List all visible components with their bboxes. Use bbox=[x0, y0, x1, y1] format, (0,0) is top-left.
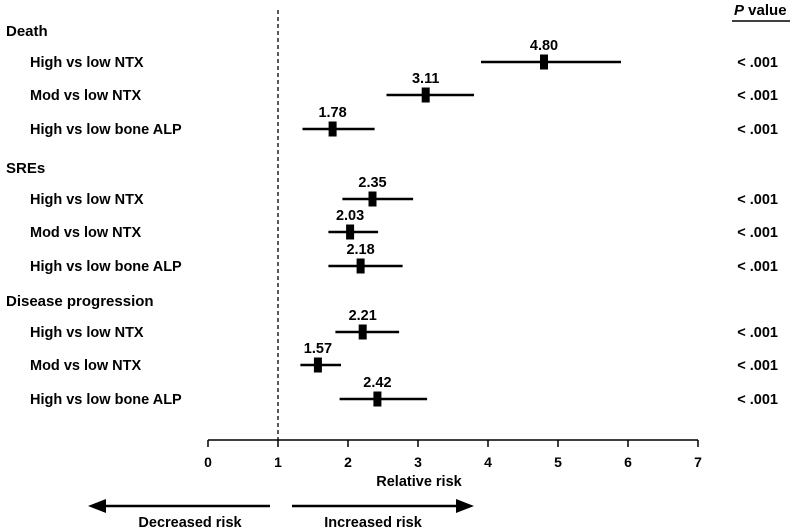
estimate-label: 2.35 bbox=[358, 175, 386, 191]
estimate-marker bbox=[358, 324, 367, 340]
row-label: High vs low NTX bbox=[30, 192, 144, 208]
estimate-marker bbox=[540, 54, 548, 70]
row-label: High vs low NTX bbox=[30, 325, 144, 341]
x-tick-label: 6 bbox=[624, 454, 632, 470]
row-label: High vs low NTX bbox=[30, 55, 144, 71]
increased-risk-label: Increased risk bbox=[324, 515, 422, 531]
estimate-label: 1.78 bbox=[318, 105, 346, 121]
p-value: < .001 bbox=[737, 88, 778, 104]
estimate-marker bbox=[421, 87, 430, 103]
estimate-marker bbox=[346, 224, 355, 240]
p-value: < .001 bbox=[737, 225, 778, 241]
pvalue-header-suffix: value bbox=[744, 2, 787, 19]
x-tick-label: 4 bbox=[484, 454, 492, 470]
x-tick-label: 0 bbox=[204, 454, 212, 470]
increased-risk-arrowhead bbox=[456, 499, 474, 513]
x-axis-label: Relative risk bbox=[376, 474, 462, 490]
estimate-marker bbox=[328, 121, 337, 137]
pvalue-header-p: P bbox=[734, 2, 745, 19]
row-label: Mod vs low NTX bbox=[30, 225, 142, 241]
p-value: < .001 bbox=[737, 259, 778, 275]
group-heading: Death bbox=[6, 23, 48, 40]
p-value: < .001 bbox=[737, 122, 778, 138]
x-tick-label: 1 bbox=[274, 454, 282, 470]
estimate-label: 3.11 bbox=[412, 71, 439, 87]
row-label: High vs low bone ALP bbox=[30, 392, 182, 408]
p-value: < .001 bbox=[737, 392, 778, 408]
row-label: High vs low bone ALP bbox=[30, 259, 182, 275]
estimate-label: 1.57 bbox=[304, 341, 332, 357]
row-label: Mod vs low NTX bbox=[30, 358, 142, 374]
row-label: Mod vs low NTX bbox=[30, 88, 142, 104]
decreased-risk-label: Decreased risk bbox=[138, 515, 242, 531]
estimate-marker bbox=[373, 391, 382, 407]
chart-body: 0 1 2 3 4 5 6 7 Death High vs low NTX 4.80 < .001 Mo… bbox=[6, 10, 778, 470]
estimate-label: 2.42 bbox=[363, 375, 391, 391]
estimate-marker bbox=[313, 357, 322, 373]
group-heading: Disease progression bbox=[6, 293, 154, 310]
x-tick-label: 7 bbox=[694, 454, 702, 470]
estimate-label: 2.21 bbox=[349, 308, 377, 324]
decreased-risk-arrowhead bbox=[88, 499, 106, 513]
p-value: < .001 bbox=[737, 55, 778, 71]
pvalue-header: P value bbox=[734, 2, 787, 19]
estimate-label: 4.80 bbox=[530, 38, 558, 54]
x-tick-label: 3 bbox=[414, 454, 422, 470]
estimate-marker bbox=[368, 191, 377, 207]
group-heading: SREs bbox=[6, 160, 45, 177]
p-value: < .001 bbox=[737, 325, 778, 341]
estimate-label: 2.03 bbox=[336, 208, 364, 224]
x-tick-label: 2 bbox=[344, 454, 352, 470]
p-value: < .001 bbox=[737, 192, 778, 208]
estimate-label: 2.18 bbox=[346, 242, 374, 258]
x-tick-label: 5 bbox=[554, 454, 562, 470]
estimate-marker bbox=[356, 258, 365, 274]
p-value: < .001 bbox=[737, 358, 778, 374]
row-label: High vs low bone ALP bbox=[30, 122, 182, 138]
